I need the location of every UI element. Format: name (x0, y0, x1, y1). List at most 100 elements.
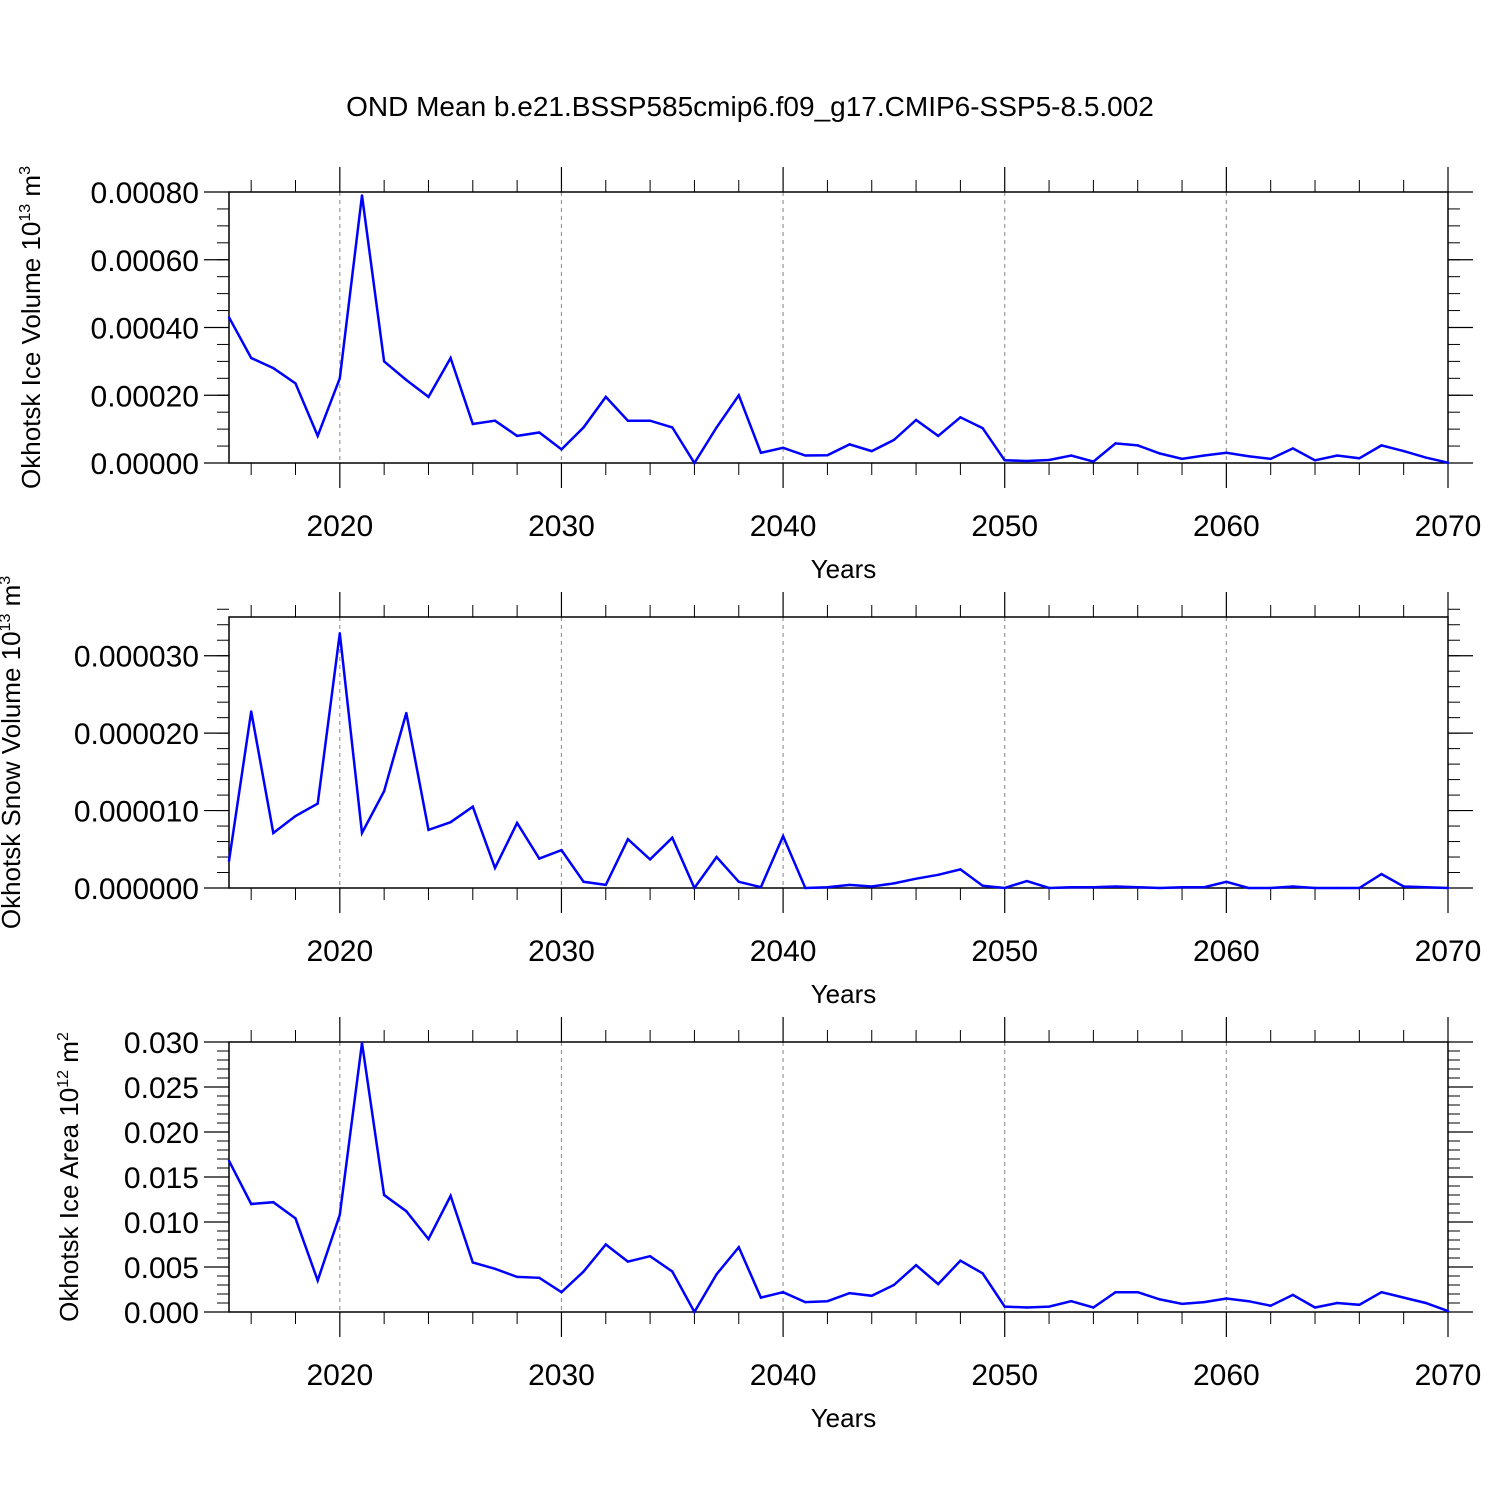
data-point (1446, 461, 1450, 464)
data-point (471, 422, 474, 426)
y-axis-label: Okhotsk Snow Volume 1013 m3 (0, 576, 26, 929)
data-point (515, 821, 519, 825)
data-point (715, 1273, 718, 1276)
x-tick-label: 2050 (971, 935, 1038, 968)
y-tick-label: 0.000020 (74, 718, 199, 751)
data-point (848, 1291, 851, 1295)
data-point (892, 882, 896, 885)
y-axis-label-part: m (16, 175, 46, 204)
data-point (781, 446, 785, 449)
x-tick-label: 2050 (971, 510, 1038, 543)
figure-title: OND Mean b.e21.BSSP585cmip6.f09_g17.CMIP… (346, 91, 1154, 122)
data-point (382, 360, 386, 363)
data-point (316, 802, 319, 805)
x-tick-label: 2060 (1193, 510, 1260, 543)
data-point (959, 868, 962, 871)
y-tick-label: 0.00020 (91, 380, 199, 413)
data-point (515, 434, 519, 438)
data-point (1402, 449, 1405, 453)
data-point (272, 1201, 275, 1204)
y-tick-label: 0.015 (124, 1162, 199, 1195)
data-point (1225, 1297, 1228, 1300)
y-axis-label-part: Okhotsk Ice Volume 10 (16, 222, 46, 489)
data-point (1225, 880, 1228, 884)
data-point (1158, 452, 1162, 455)
x-tick-label: 2070 (1415, 935, 1482, 968)
data-point (892, 438, 896, 442)
y-axis-label-superscript: 3 (0, 576, 14, 585)
y-tick-label: 0.030 (124, 1027, 199, 1060)
data-point (671, 426, 674, 429)
data-point (1225, 451, 1228, 455)
y-axis-label-part: Okhotsk Snow Volume 10 (0, 631, 26, 929)
data-point (1424, 1301, 1428, 1305)
data-point (272, 366, 275, 370)
data-point (1025, 1306, 1029, 1309)
x-tick-label: 2040 (750, 935, 817, 968)
y-tick-label: 0.025 (124, 1072, 199, 1105)
y-tick-label: 0.020 (124, 1117, 199, 1150)
data-point (1136, 1291, 1139, 1294)
data-point (338, 632, 342, 635)
y-axis-label-superscript: 13 (0, 614, 14, 632)
data-point (1070, 1300, 1073, 1303)
data-point (826, 454, 829, 457)
plot-frame (228, 191, 1449, 464)
data-point (937, 434, 940, 438)
y-tick-label: 0.000010 (74, 796, 199, 829)
data-point (626, 838, 630, 841)
data-point (1313, 459, 1317, 462)
data-point (1003, 1305, 1006, 1308)
data-point (382, 1193, 386, 1197)
data-point (427, 395, 430, 399)
data-point (405, 378, 408, 382)
data-point (804, 886, 807, 890)
x-tick-label: 2030 (528, 1359, 595, 1392)
y-axis-label-superscript: 3 (17, 166, 34, 175)
data-point (1313, 1306, 1317, 1309)
data-point (582, 1270, 585, 1273)
y-tick-label: 0.000 (124, 1297, 199, 1330)
data-point (1136, 444, 1139, 447)
x-tick-label: 2070 (1415, 1359, 1482, 1392)
data-point (1047, 1305, 1051, 1308)
data-point (737, 1246, 740, 1249)
y-tick-label: 0.00080 (91, 177, 199, 210)
data-point (870, 449, 873, 453)
x-axis-label: Years (811, 979, 877, 1009)
data-point (648, 1255, 652, 1258)
panel-ice-area: 2020 2030 2040 2050 2060 2070 0.000 0.005 0.010 0… (54, 1017, 1481, 1433)
data-point (1158, 1298, 1162, 1301)
data-point (937, 873, 940, 877)
data-point (1025, 879, 1029, 883)
x-axis-label: Years (811, 1403, 877, 1433)
x-tick-label: 2070 (1415, 510, 1482, 543)
y-tick-label: 0.010 (124, 1207, 199, 1240)
y-axis-label-superscript: 13 (17, 204, 34, 222)
data-point (737, 394, 740, 397)
data-point (804, 1300, 807, 1304)
data-point (1114, 442, 1117, 445)
data-point (715, 855, 718, 859)
data-point (1247, 1300, 1250, 1303)
data-point (1335, 886, 1339, 890)
data-point (538, 431, 541, 434)
data-point (1380, 872, 1383, 876)
data-point (1358, 886, 1361, 890)
data-point (427, 828, 430, 832)
y-axis-label-part: Okhotsk Ice Area 10 (54, 1088, 84, 1322)
data-point (737, 880, 740, 884)
data-point (316, 434, 319, 438)
data-point (471, 805, 474, 808)
data-point (693, 461, 696, 465)
data-point (914, 418, 918, 422)
data-point (1114, 885, 1117, 888)
x-tick-label: 2020 (306, 1359, 373, 1392)
data-point (249, 1202, 253, 1206)
data-point (1247, 455, 1250, 458)
data-point (294, 382, 297, 385)
y-tick-label: 0.00040 (91, 313, 199, 346)
data-point (693, 886, 696, 890)
data-point (981, 426, 984, 430)
